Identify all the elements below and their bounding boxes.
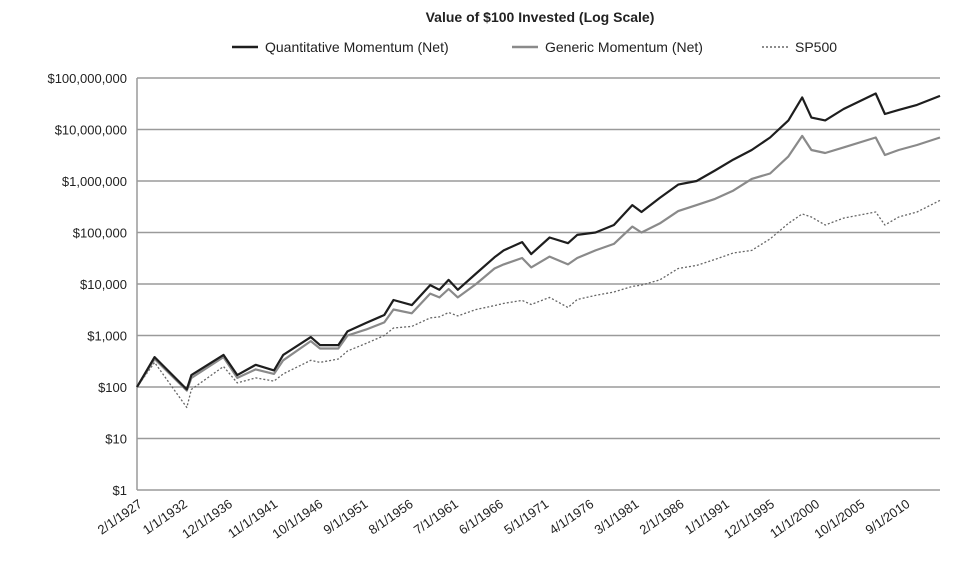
chart-title: Value of $100 Invested (Log Scale) (426, 9, 655, 25)
y-tick-label: $10 (105, 432, 127, 447)
x-tick-label: 2/1/1927 (95, 496, 145, 537)
y-tick-label: $1 (113, 483, 127, 498)
x-tick-label: 12/1/1995 (721, 496, 777, 541)
y-tick-label: $100 (98, 380, 127, 395)
x-tick-label: 3/1/1981 (591, 496, 641, 537)
y-tick-label: $1,000,000 (62, 174, 127, 189)
legend: Quantitative Momentum (Net) Generic Momen… (232, 39, 837, 55)
legend-label: Quantitative Momentum (Net) (265, 39, 449, 55)
series-line-2 (136, 199, 941, 409)
legend-label: Generic Momentum (Net) (545, 39, 703, 55)
x-tick-label: 10/1/2005 (811, 496, 867, 541)
y-tick-label: $10,000 (80, 277, 127, 292)
series-line-1 (136, 134, 941, 392)
x-tick-label: 4/1/1976 (546, 496, 596, 537)
x-tick-label: 6/1/1966 (456, 496, 506, 537)
x-tick-label: 5/1/1971 (501, 496, 551, 537)
x-axis-ticks: 2/1/19271/1/193212/1/193611/1/194110/1/1… (95, 496, 913, 541)
x-tick-label: 10/1/1946 (269, 496, 325, 541)
y-tick-label: $100,000,000 (47, 71, 127, 86)
y-tick-label: $10,000,000 (55, 123, 127, 138)
y-tick-label: $1,000 (87, 329, 127, 344)
x-tick-label: 7/1/1961 (411, 496, 461, 537)
x-tick-label: 9/1/2010 (862, 496, 912, 537)
x-tick-label: 2/1/1986 (637, 496, 687, 537)
y-tick-label: $100,000 (73, 226, 127, 241)
series-line-0 (136, 92, 941, 391)
legend-label: SP500 (795, 39, 837, 55)
series-lines (136, 92, 941, 409)
x-tick-label: 12/1/1936 (179, 496, 235, 541)
y-axis-ticks: $1 $10 $100 $1,000 $10,000 $100,000 $1,000,000… (47, 71, 127, 498)
gridlines (136, 77, 940, 491)
x-tick-label: 8/1/1956 (366, 496, 416, 537)
x-tick-label: 9/1/1951 (321, 496, 371, 537)
